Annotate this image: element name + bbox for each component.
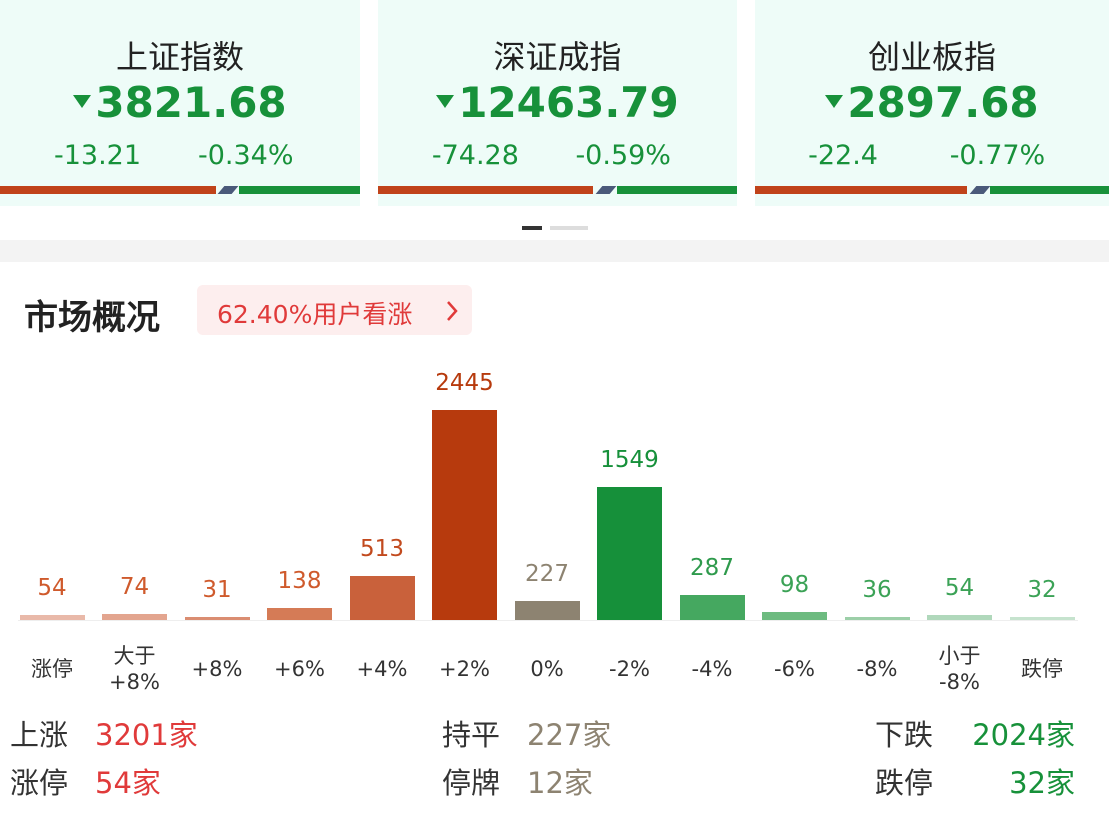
summary-value: 12家 (527, 766, 593, 800)
summary-value: 54家 (95, 766, 161, 800)
index-value-text: 3821.68 (95, 78, 287, 127)
stripe-up (0, 186, 216, 194)
chevron (447, 301, 458, 321)
index-value: 12463.79 (378, 78, 737, 127)
stripe-mid (595, 186, 617, 194)
index-name: 上证指数 (115, 38, 244, 76)
value-label: 513 (360, 535, 404, 562)
bar (679, 595, 745, 620)
section-title: 市场概况 (24, 298, 160, 338)
value-label: 54 (944, 575, 975, 602)
value-label: 54 (37, 575, 67, 602)
bar (844, 616, 910, 620)
summary-label: 下跌 (875, 718, 934, 752)
summary-value: 32家 (1009, 766, 1075, 800)
category-label: +4% (356, 657, 408, 681)
summary-label: 上涨 (10, 718, 69, 752)
value-label: 32 (1027, 577, 1057, 604)
value-label: 74 (119, 573, 150, 600)
pager-dot (522, 226, 542, 230)
summary-label: 涨停 (10, 766, 69, 800)
index-card[interactable]: 上证指数 3821.68 -13.21 -0.34% (0, 0, 360, 206)
value-label: 36 (862, 576, 892, 603)
index-name: 深证成指 (493, 38, 622, 76)
index-card[interactable]: 创业板指 2897.68 -22.4 -0.77% (755, 0, 1109, 206)
bar (514, 600, 580, 620)
value-label: 1549 (600, 446, 659, 473)
category-label: 涨停 (31, 657, 73, 681)
stripe-down (990, 186, 1109, 194)
bar (927, 615, 992, 620)
stripe-down (616, 186, 737, 194)
badge-text: 62.40%用户看涨 (217, 300, 413, 329)
bar (102, 613, 167, 620)
baseline (18, 620, 1078, 621)
category-label: -6% (774, 657, 815, 681)
category-label: 小于 -8% (938, 644, 981, 694)
separator (0, 240, 1109, 262)
category-label: +8% (191, 657, 243, 681)
summary-label: 停牌 (442, 766, 501, 800)
stripe-mid (218, 186, 240, 194)
index-change: -22.4 (808, 140, 878, 171)
value-label: 227 (525, 560, 569, 587)
pager-dot (550, 226, 588, 230)
summary-value: 2024家 (972, 718, 1075, 752)
stripe-up (755, 186, 968, 194)
bar (597, 486, 662, 620)
category-label: 大于 +8% (109, 644, 160, 694)
summary-value: 3201家 (95, 718, 198, 752)
bar (267, 608, 332, 620)
bar (762, 611, 827, 620)
index-change-pct: -0.77% (949, 140, 1046, 171)
index-change-pct: -0.34% (198, 140, 294, 171)
category-label: +2% (439, 657, 490, 681)
bar (432, 410, 497, 620)
category-label: 跌停 (1021, 657, 1063, 681)
index-value: 2897.68 (755, 78, 1109, 127)
index-value-text: 12463.79 (458, 78, 679, 127)
value-label: 138 (277, 568, 322, 595)
stripe-mid (969, 186, 991, 194)
index-change: -74.28 (431, 140, 519, 171)
bar (1009, 617, 1075, 620)
index-change: -13.21 (54, 140, 142, 171)
down-arrow (73, 95, 92, 108)
category-label: -2% (609, 657, 650, 681)
category-label: -8% (856, 657, 898, 681)
value-label: 98 (779, 571, 810, 598)
category-label: 0% (530, 657, 564, 681)
stripe-up (378, 186, 594, 194)
bar (19, 615, 85, 620)
index-value-text: 2897.68 (847, 78, 1039, 127)
stripe-down (239, 186, 360, 194)
bar (349, 575, 415, 620)
value-label: 287 (690, 555, 734, 582)
down-arrow (825, 95, 844, 108)
value-label: 31 (202, 577, 232, 604)
index-name: 创业板指 (867, 38, 996, 76)
bar (184, 617, 250, 620)
value-label: 2445 (435, 370, 494, 396)
index-value: 3821.68 (0, 78, 360, 127)
category-label: -4% (691, 657, 733, 681)
down-arrow (436, 95, 455, 108)
category-label: +6% (274, 657, 325, 681)
index-card[interactable]: 深证成指 12463.79 -74.28 -0.59% (378, 0, 737, 206)
summary-value: 227家 (527, 718, 612, 752)
index-change-pct: -0.59% (575, 140, 671, 171)
summary-label: 跌停 (875, 766, 934, 800)
sentiment-badge[interactable]: 62.40%用户看涨 (197, 285, 472, 335)
summary-label: 持平 (442, 718, 501, 752)
